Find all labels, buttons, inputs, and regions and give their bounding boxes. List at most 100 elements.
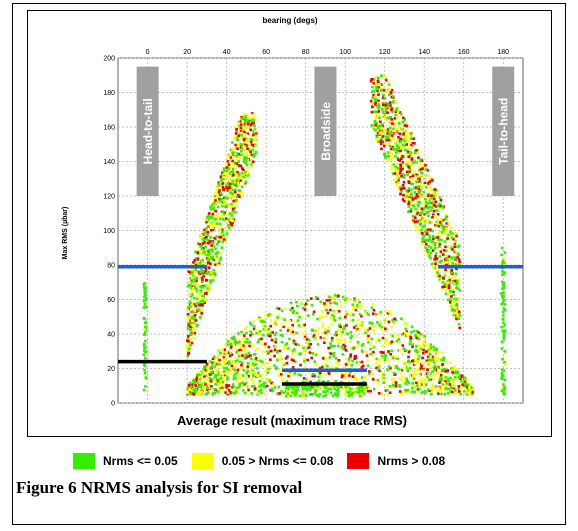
data-point-strand-right [501,374,505,378]
data-point-dome [195,376,199,380]
data-point-tail-to-head [374,98,377,102]
data-point-dome [321,332,325,335]
data-point-dome [429,343,433,346]
data-point-tail-to-head [426,211,430,214]
data-point-head-to-tail [201,269,205,273]
data-point-dome [357,362,361,365]
data-point-tail-to-head [447,233,450,237]
data-point-head-to-tail [212,268,216,272]
data-point-dome [249,330,253,334]
data-point-head-to-tail [219,175,223,178]
data-point-tail-to-head [441,280,444,284]
data-point-head-to-tail [249,150,252,154]
data-point-head-to-tail [213,194,217,197]
data-point-head-to-tail [211,228,215,231]
data-point-tail-to-head [454,305,457,309]
data-point-strand-left [142,344,146,347]
data-point-tail-to-head [415,200,418,204]
data-point-head-to-tail [218,251,222,255]
data-point-dome [239,385,243,388]
data-point-tail-to-head [390,88,394,92]
data-point-tail-to-head [432,237,435,241]
data-point-tail-to-head [412,204,416,207]
data-point-tail-to-head [386,129,390,133]
data-point-head-to-tail [240,134,244,137]
data-point-head-to-tail [235,195,239,199]
data-point-dome [393,356,396,360]
data-point-dome [338,316,342,320]
data-point-dome [203,372,207,375]
data-point-dome [317,379,321,383]
data-point-head-to-tail [253,128,257,131]
data-point-head-to-tail [186,284,190,288]
data-point-tail-to-head [401,198,405,201]
data-point-head-to-tail [237,155,241,159]
data-point-dome [221,386,224,389]
data-point-tail-to-head [452,293,455,297]
data-point-head-to-tail [231,155,235,159]
data-point-head-to-tail [202,250,206,254]
data-point-dome [318,315,322,319]
data-point-tail-to-head [430,262,434,266]
data-point-head-to-tail [199,289,202,293]
data-point-strand-right [501,356,505,359]
data-point-tail-to-head [434,254,437,258]
data-point-head-to-tail [211,255,215,259]
data-point-head-to-tail [214,263,217,267]
data-point-tail-to-head [412,170,416,173]
data-point-head-to-tail [188,283,191,287]
data-point-dome [463,376,467,380]
data-point-tail-to-head [411,178,414,182]
data-point-dome [193,382,196,385]
data-point-head-to-tail [191,319,195,323]
data-point-tail-to-head [455,279,459,283]
data-point-tail-to-head [386,151,390,154]
data-point-head-to-tail [236,125,240,129]
data-point-head-to-tail [245,172,249,175]
data-point-dome [329,308,332,312]
data-point-tail-to-head [412,152,415,156]
data-point-dome [245,372,249,375]
data-point-tail-to-head [384,143,388,146]
x-tick-label: 100 [339,49,351,56]
data-point-dome [347,358,351,362]
data-point-strand-right [500,325,503,329]
data-point-tail-to-head [445,257,448,260]
data-point-head-to-tail [195,295,199,298]
data-point-tail-to-head [395,180,398,184]
data-point-head-to-tail [201,230,205,234]
data-point-dome [412,374,415,377]
chart-title: bearing (degs) [262,16,317,25]
data-point-dome [387,359,391,363]
data-point-dome [238,383,242,386]
data-point-dome [279,333,283,337]
data-point-head-to-tail [218,227,222,230]
data-point-head-to-tail [231,219,235,222]
data-point-head-to-tail [207,284,211,288]
data-point-tail-to-head [374,128,377,132]
data-point-tail-to-head [453,279,457,283]
data-point-head-to-tail [237,179,241,182]
data-point-head-to-tail [226,160,230,163]
data-point-dome [451,381,455,385]
data-point-dome [240,363,243,367]
data-point-tail-to-head [416,185,420,189]
data-point-dome [236,371,239,374]
data-point-dome [223,366,226,370]
data-point-dome [245,375,249,379]
data-point-dome [276,316,279,319]
data-point-dome [346,360,349,364]
data-point-tail-to-head [421,210,425,214]
data-point-tail-to-head [444,253,448,257]
data-point-tail-to-head [407,202,410,206]
data-point-dome [234,376,237,380]
data-point-dome [393,378,396,381]
data-point-tail-to-head [415,225,419,229]
data-point-head-to-tail [220,179,223,182]
data-point-dome [424,350,428,353]
data-point-dome [284,343,288,347]
data-point-tail-to-head [424,246,428,250]
data-point-head-to-tail [230,223,233,227]
x-axis-label: Average result (maximum trace RMS) [177,413,407,428]
data-point-strand-left [143,328,146,331]
